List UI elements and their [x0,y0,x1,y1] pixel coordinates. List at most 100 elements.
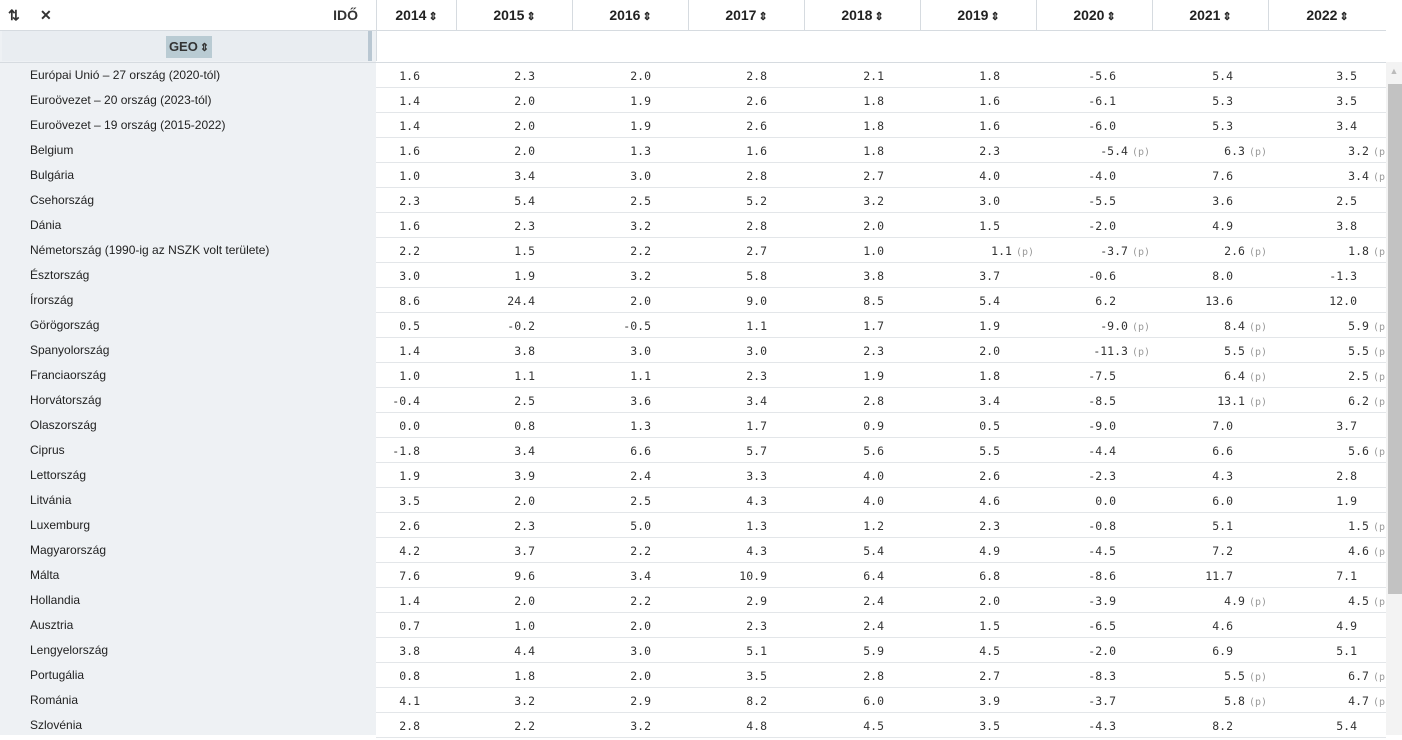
year-header-2020[interactable]: 2020 ⇕ [1036,0,1152,30]
data-cell[interactable]: -0.8 [1088,513,1116,538]
data-cell[interactable]: -2.0 [1088,638,1116,663]
data-cell[interactable]: 2.2 [630,588,651,613]
data-cell[interactable]: -8.3 [1088,663,1116,688]
data-cell[interactable]: 6.6 [1212,438,1233,463]
data-cell[interactable]: 3.4 [514,163,535,188]
data-cell[interactable]: 2.7 [746,238,767,263]
data-cell[interactable]: 1.9 [630,88,651,113]
data-cell[interactable]: 2.8 [399,713,420,738]
data-cell[interactable]: 3.4 [1336,113,1357,138]
data-cell[interactable]: 1.6 [399,138,420,163]
data-cell[interactable]: 3.2 [630,713,651,738]
data-cell[interactable]: 2.5 [630,188,651,213]
data-cell[interactable]: 1.1 [746,313,767,338]
data-cell[interactable]: 2.0 [630,663,651,688]
data-cell[interactable]: 2.7 [979,663,1000,688]
data-cell[interactable]: 4.8 [746,713,767,738]
data-cell[interactable]: 9.0 [746,288,767,313]
data-cell[interactable]: 5.9 (p) [1348,313,1391,338]
data-cell[interactable]: 4.4 [514,638,535,663]
data-cell[interactable]: 2.6 [746,88,767,113]
data-cell[interactable]: 1.4 [399,88,420,113]
data-cell[interactable]: 1.6 [746,138,767,163]
data-cell[interactable]: 3.5 [979,713,1000,738]
data-cell[interactable]: 2.9 [630,688,651,713]
data-cell[interactable]: 2.3 [746,613,767,638]
data-cell[interactable]: 2.5 (p) [1348,363,1391,388]
data-cell[interactable]: 2.0 [979,338,1000,363]
data-cell[interactable]: 2.0 [514,488,535,513]
data-cell[interactable]: 4.5 [863,713,884,738]
data-cell[interactable]: 3.8 [514,338,535,363]
data-cell[interactable]: 5.3 [1212,113,1233,138]
data-cell[interactable]: 5.4 [863,538,884,563]
data-cell[interactable]: 5.5 (p) [1224,663,1267,688]
data-cell[interactable]: -6.5 [1088,613,1116,638]
data-cell[interactable]: 4.1 [399,688,420,713]
data-cell[interactable]: 5.7 [746,438,767,463]
data-cell[interactable]: 2.3 [399,188,420,213]
data-cell[interactable]: 2.3 [863,338,884,363]
data-cell[interactable]: 1.0 [399,363,420,388]
data-cell[interactable]: 3.9 [979,688,1000,713]
data-cell[interactable]: 6.0 [863,688,884,713]
data-cell[interactable]: 1.8 (p) [1348,238,1391,263]
data-cell[interactable]: 5.4 [1212,63,1233,88]
data-cell[interactable]: 4.3 [746,488,767,513]
data-cell[interactable]: -6.1 [1088,88,1116,113]
data-cell[interactable]: 1.2 [863,513,884,538]
data-cell[interactable]: 3.7 [979,263,1000,288]
data-cell[interactable]: 3.5 [1336,88,1357,113]
data-cell[interactable]: -5.6 [1088,63,1116,88]
data-cell[interactable]: 2.0 [514,113,535,138]
data-cell[interactable]: -1.8 [392,438,420,463]
data-cell[interactable]: 5.6 (p) [1348,438,1391,463]
data-cell[interactable]: 6.4 [863,563,884,588]
data-cell[interactable]: 3.2 (p) [1348,138,1391,163]
data-cell[interactable]: 6.2 (p) [1348,388,1391,413]
data-cell[interactable]: 4.6 [979,488,1000,513]
data-cell[interactable]: 2.5 [1336,188,1357,213]
data-cell[interactable]: 1.9 [863,363,884,388]
data-cell[interactable]: 1.5 [514,238,535,263]
data-cell[interactable]: -6.0 [1088,113,1116,138]
data-cell[interactable]: 2.0 [514,588,535,613]
data-cell[interactable]: 4.3 [746,538,767,563]
data-cell[interactable]: 6.7 (p) [1348,663,1391,688]
data-cell[interactable]: 3.4 [630,563,651,588]
data-cell[interactable]: 1.3 [630,138,651,163]
data-cell[interactable]: -3.7 (p) [1100,238,1150,263]
data-cell[interactable]: 2.0 [630,288,651,313]
data-cell[interactable]: -2.3 [1088,463,1116,488]
data-cell[interactable]: 3.3 [746,463,767,488]
data-cell[interactable]: 2.8 [863,663,884,688]
data-cell[interactable]: 4.0 [863,488,884,513]
data-cell[interactable]: -5.5 [1088,188,1116,213]
data-cell[interactable]: 5.5 (p) [1224,338,1267,363]
data-cell[interactable]: 4.9 [1212,213,1233,238]
data-cell[interactable]: 4.3 [1212,463,1233,488]
year-header-2015[interactable]: 2015 ⇕ [456,0,572,30]
data-cell[interactable]: 3.8 [863,263,884,288]
data-cell[interactable]: 2.0 [630,63,651,88]
data-cell[interactable]: 2.3 [746,363,767,388]
data-cell[interactable]: 6.9 [1212,638,1233,663]
data-cell[interactable]: 13.6 [1205,288,1233,313]
data-cell[interactable]: 3.7 [514,538,535,563]
data-cell[interactable]: 1.4 [399,338,420,363]
data-cell[interactable]: 4.7 (p) [1348,688,1391,713]
data-cell[interactable]: 3.0 [979,188,1000,213]
data-cell[interactable]: -5.4 (p) [1100,138,1150,163]
data-cell[interactable]: 1.8 [514,663,535,688]
data-cell[interactable]: 4.9 [979,538,1000,563]
data-cell[interactable]: -2.0 [1088,213,1116,238]
data-cell[interactable]: 3.0 [630,338,651,363]
data-cell[interactable]: 5.0 [630,513,651,538]
data-cell[interactable]: 1.9 [1336,488,1357,513]
data-cell[interactable]: 1.1 [514,363,535,388]
data-cell[interactable]: -0.4 [392,388,420,413]
data-cell[interactable]: 0.5 [399,313,420,338]
data-cell[interactable]: 4.6 (p) [1348,538,1391,563]
data-cell[interactable]: 4.0 [979,163,1000,188]
data-cell[interactable]: 0.8 [514,413,535,438]
